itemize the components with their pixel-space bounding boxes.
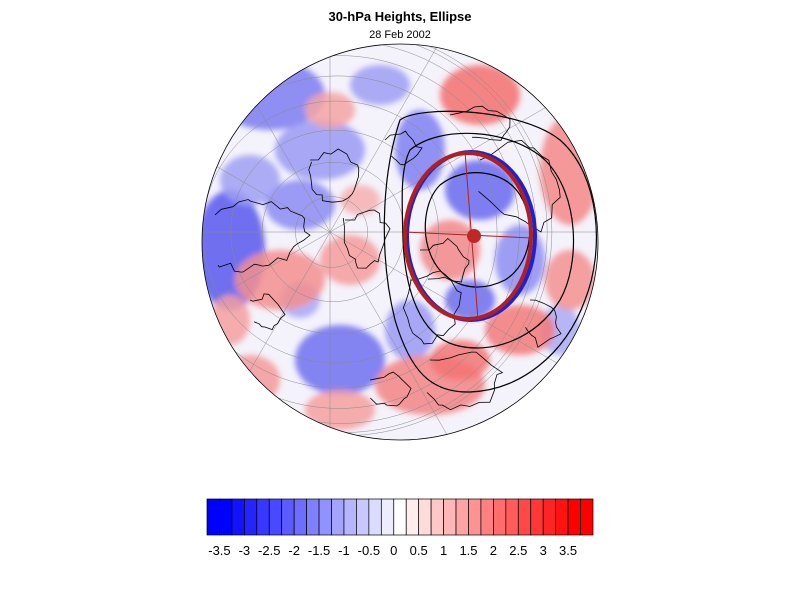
colorbar-swatch xyxy=(580,498,594,536)
height-contour-inner xyxy=(424,172,531,288)
map-title: 30-hPa Heights, Ellipse xyxy=(328,9,472,24)
colorbar-swatch xyxy=(405,498,420,536)
colorbar-swatch xyxy=(493,498,507,536)
colorbar-tick-label: 1 xyxy=(440,543,447,558)
colorbar-tick-label: -2.5 xyxy=(258,543,280,558)
height-contour-middle xyxy=(401,132,575,349)
colorbar-swatch xyxy=(244,498,258,536)
anomaly-field xyxy=(202,44,598,440)
colorbar-tick-label: 1.5 xyxy=(459,543,477,558)
colorbar-swatch xyxy=(542,498,556,536)
colorbar-swatch xyxy=(219,498,233,536)
colorbar-swatch xyxy=(256,498,270,536)
ellipse-outline-red xyxy=(403,151,533,321)
height-contour-outer xyxy=(383,110,598,393)
map-subtitle: 28 Feb 2002 xyxy=(369,29,431,41)
colorbar-tick-label: 3 xyxy=(540,543,547,558)
colorbar-swatch xyxy=(443,498,457,536)
colorbar-swatch xyxy=(293,498,307,536)
colorbar-swatch xyxy=(468,498,482,536)
colorbar-swatch xyxy=(306,498,320,536)
colorbar-tick-label: 0 xyxy=(390,543,397,558)
height-contours xyxy=(383,110,598,393)
colorbar-tick-label: -2 xyxy=(288,543,300,558)
colorbar-swatch xyxy=(555,498,569,536)
colorbar-swatch xyxy=(356,498,370,536)
colorbar-tick-label: 2.5 xyxy=(509,543,527,558)
colorbar-swatch xyxy=(331,498,345,536)
colorbar-swatch xyxy=(206,498,220,536)
colorbar-tick-label: -0.5 xyxy=(358,543,380,558)
colorbar-tick-label: 3.5 xyxy=(559,543,577,558)
colorbar-swatch xyxy=(455,498,469,536)
colorbar-swatch xyxy=(480,498,494,536)
colorbar-swatch xyxy=(268,498,283,536)
ellipse-center-dot xyxy=(467,229,481,243)
colorbar-tick-label: 2 xyxy=(490,543,497,558)
colorbar-swatch xyxy=(418,498,432,536)
colorbar-swatch xyxy=(393,498,407,536)
colorbar-swatch xyxy=(380,498,395,536)
colorbar-swatch xyxy=(517,498,532,536)
colorbar-tick-label: -3.5 xyxy=(208,543,230,558)
colorbar-swatch xyxy=(231,498,245,536)
colorbar-swatch xyxy=(530,498,544,536)
ellipse-fit xyxy=(403,150,537,322)
colorbar-tick-label: -3 xyxy=(239,543,251,558)
colorbar-swatch xyxy=(430,498,444,536)
colorbar-swatch xyxy=(343,498,357,536)
colorbar-swatch xyxy=(318,498,332,536)
colorbar-tick-label: -1 xyxy=(338,543,350,558)
colorbar-swatch xyxy=(505,498,519,536)
map-border xyxy=(201,43,599,441)
colorbar-swatch xyxy=(281,498,295,536)
colorbar-tick-label: -1.5 xyxy=(308,543,330,558)
colorbar-swatch xyxy=(567,498,581,536)
colorbar-tick-label: 0.5 xyxy=(410,543,428,558)
colorbar-swatch xyxy=(368,498,382,536)
